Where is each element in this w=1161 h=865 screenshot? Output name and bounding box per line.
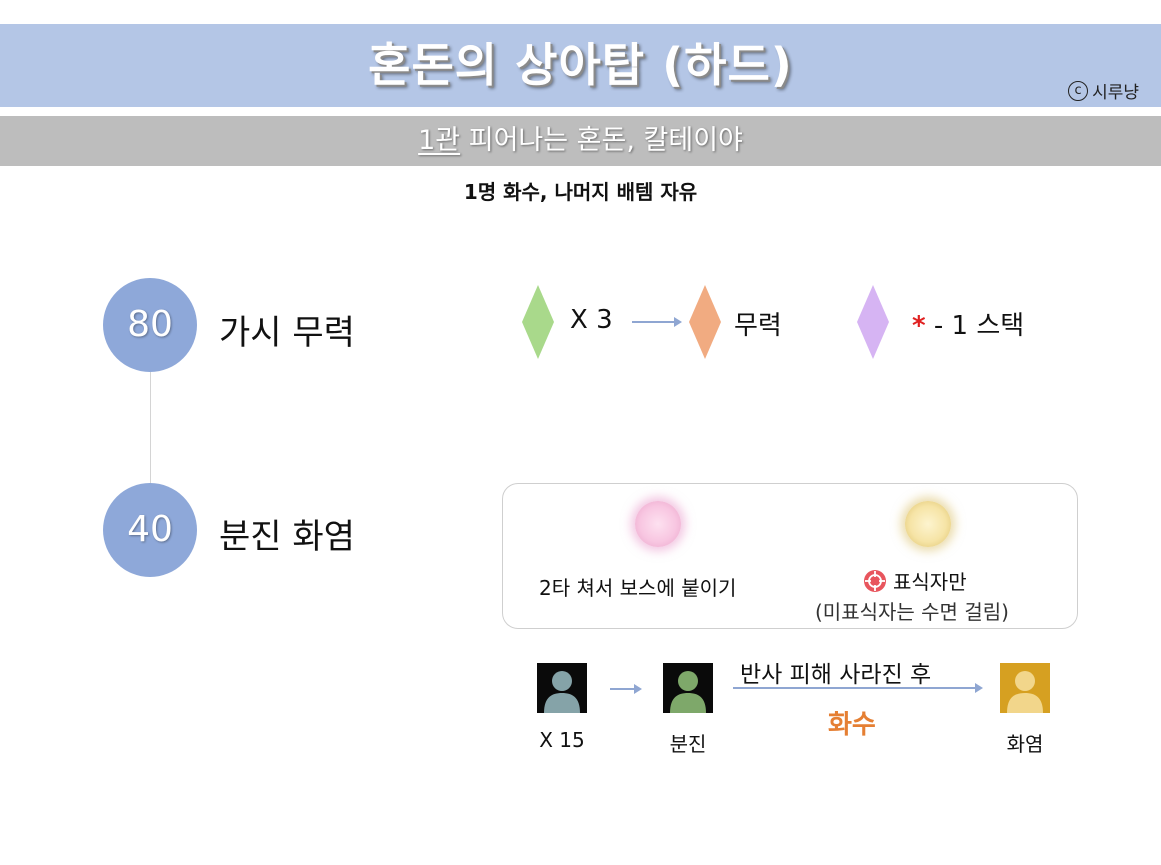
stack-reduction-text: - 1 스택 [925, 311, 1025, 341]
asterisk-marker: * [912, 311, 926, 341]
subtitle: 1관 피어나는 혼돈, 칼테이야 [0, 116, 1161, 166]
stack-reduction: * - 1 스택 [912, 305, 1024, 342]
orb-info-box: 2타 쳐서 보스에 붙이기 표식자만 (미표식자는 수면 걸림) [502, 483, 1078, 629]
count-label: X 15 [539, 728, 585, 752]
yellow-orb-icon [905, 501, 951, 547]
copyright-icon: c [1068, 80, 1089, 101]
yellow-orb-instruction: 표식자만 [863, 566, 967, 598]
phase-name-dust-flame: 분진 화염 [219, 517, 355, 557]
page-title: 혼돈의 상아탑 (하드) [368, 38, 793, 92]
arrow-right-icon [610, 682, 642, 696]
stack-count: X 3 [570, 305, 613, 335]
stagger-result: 무력 [734, 311, 782, 341]
purple-diamond-icon [857, 285, 889, 359]
target-icon [863, 569, 887, 598]
grey-person-icon [537, 663, 587, 713]
hp-badge-80: 80 [103, 278, 197, 372]
dust-label: 분진 [669, 732, 707, 756]
title-bar: 혼돈의 상아탑 (하드) c 시루냥 [0, 24, 1161, 107]
flame-label: 화염 [1006, 732, 1044, 756]
unmarked-sleep-note: (미표식자는 수면 걸림) [815, 600, 1009, 624]
hp-badge-40: 40 [103, 483, 197, 577]
subtitle-bar: 1관 피어나는 혼돈, 칼테이야 [0, 116, 1161, 166]
pink-orb-icon [635, 501, 681, 547]
arrow-right-icon [733, 681, 983, 695]
boss-name: 피어나는 혼돈, 칼테이야 [460, 125, 743, 156]
credit-name: 시루냥 [1092, 83, 1139, 103]
green-diamond-icon [522, 285, 554, 359]
dispel-label: 화수 [828, 710, 876, 740]
green-person-icon [663, 663, 713, 713]
after-reflect-text: 반사 피해 사라진 후 [740, 662, 932, 688]
gold-person-icon [1000, 663, 1050, 713]
credit: c 시루냥 [1068, 78, 1139, 103]
orange-diamond-icon [689, 285, 721, 359]
pink-orb-instruction: 2타 쳐서 보스에 붙이기 [539, 576, 737, 600]
party-note: 1명 화수, 나머지 배템 자유 [463, 180, 698, 204]
phase-name-thorn: 가시 무력 [219, 313, 355, 353]
stage-label: 1관 [418, 125, 461, 156]
arrow-right-icon [632, 314, 682, 330]
marked-only-text: 표식자만 [893, 570, 967, 594]
phase-connector [150, 372, 151, 484]
